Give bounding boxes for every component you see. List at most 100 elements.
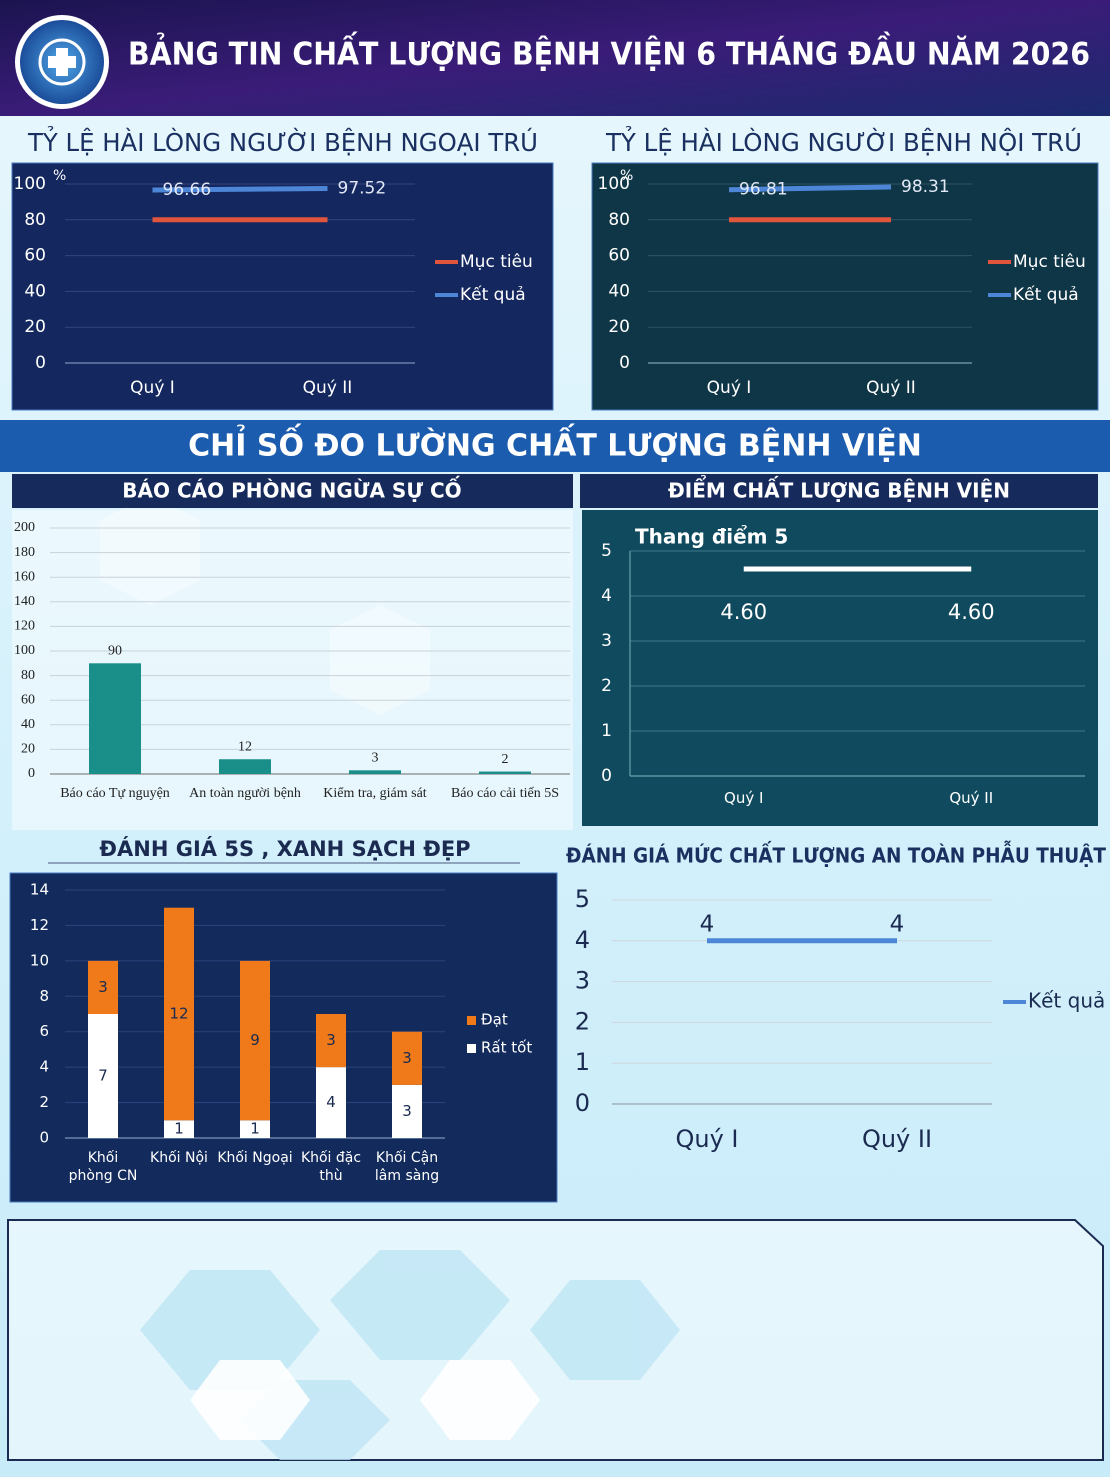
y-tick-label: 3 [575,967,590,995]
y-tick-label: 10 [30,951,49,969]
y-tick-label: 5 [575,885,590,913]
y-tick-label: 1 [575,1048,590,1076]
y-tick-label: 4 [601,586,612,606]
section-bar [0,420,1110,472]
y-unit: % [53,168,66,184]
logo-cross [48,48,76,76]
y-tick-label: 2 [575,1007,590,1035]
x-tick-label: Khối Nội [150,1150,208,1166]
section-title: CHỈ SỐ ĐO LƯỜNG CHẤT LƯỢNG BỆNH VIỆN [188,423,922,464]
data-label: 4.60 [948,600,995,624]
bar [349,770,401,774]
chart-subtitle: Thang điểm 5 [635,525,788,549]
chart-panel [11,162,554,411]
legend-label: Mục tiêu [460,252,533,272]
x-tick-label: Kiểm tra, giám sát [323,786,427,801]
bar-segment [316,1067,346,1138]
data-label: 2 [502,752,509,767]
x-tick-label-box: Khối phòng CN [69,1150,138,1184]
chart-title: ĐÁNH GIÁ MỨC CHẤT LƯỢNG AN TOÀN PHẪU THU… [566,841,1106,868]
y-tick-label: 180 [14,545,35,560]
x-tick-label: Quý I [706,378,752,398]
y-tick-label: 0 [619,353,630,373]
legend-marker [467,1044,476,1053]
data-label: 3 [402,1102,412,1120]
y-tick-label: 4 [575,926,590,954]
chart-title: TỶ LỆ HÀI LÒNG NGƯỜI BỆNH NỘI TRÚ [605,126,1082,157]
bar-segment [164,907,194,1121]
chart-title-bar [580,474,1098,508]
legend-label: Kết quả [1013,284,1079,305]
y-tick-label: 12 [30,916,49,934]
data-label: 4 [890,911,905,937]
x-tick-label-box: Khối Nội [150,1150,208,1166]
bar-segment [88,1014,118,1138]
x-tick-label-box: Khối Cận lâm sàng [374,1150,440,1184]
bar [89,663,141,774]
y-tick-label: 3 [601,631,612,651]
y-tick-label: 60 [24,246,46,266]
y-tick-label: 2 [39,1093,49,1111]
x-tick-label-box: Kiểm tra, giám sát [323,786,427,801]
y-tick-label: 100 [598,174,630,194]
y-tick-label: 0 [35,353,46,373]
y-tick-label: 100 [14,643,35,658]
x-tick-label: Khối Ngoại [217,1150,293,1166]
bar-segment [164,1120,194,1138]
y-tick-label: 5 [601,541,612,561]
data-label: 1 [174,1120,184,1138]
x-tick-label: Quý I [724,789,764,807]
y-tick-label: 80 [21,668,35,683]
legend-label: Mục tiêu [1013,252,1086,272]
data-label: 1 [250,1120,260,1138]
x-tick-label-box: Quý I [724,789,764,807]
header-bg [0,0,1110,116]
bar-segment [316,1014,346,1068]
y-tick-label: 0 [28,766,35,781]
x-tick-label-box: Quý II [302,378,353,398]
data-label: 98.31 [901,177,950,197]
x-tick-label: An toàn người bệnh [189,786,301,801]
x-tick-label: Quý II [302,378,353,398]
line-series [728,184,892,193]
data-label: 96.66 [163,180,212,200]
x-tick-label: Quý I [675,1125,739,1153]
data-label: 3 [98,978,108,996]
y-tick-label: 4 [39,1058,49,1076]
data-label: 4.60 [720,600,767,624]
x-tick-label-box: Quý II [861,1125,933,1153]
x-tick-label: Khối Cận lâm sàng [374,1150,440,1184]
data-label: 3 [402,1049,412,1067]
y-tick-label: 140 [14,594,35,609]
logo-inner [38,38,86,86]
chart-panel [591,162,1099,411]
legend-label: Kết quả [1028,989,1105,1013]
y-tick-label: 1 [601,721,612,741]
legend-label: Kết quả [460,284,526,305]
data-label: 12 [238,739,252,754]
y-tick-label: 60 [21,692,35,707]
data-label: 97.52 [338,178,387,198]
y-tick-label: 40 [608,281,630,301]
y-tick-label: 6 [39,1022,49,1040]
x-tick-label: Báo cáo Tự nguyện [60,786,170,801]
chart-title: ĐIỂM CHẤT LƯỢNG BỆNH VIỆN [668,477,1010,503]
bar [219,759,271,774]
x-tick-label: Quý I [130,378,175,398]
y-tick-label: 8 [39,987,49,1005]
x-tick-label: Quý II [861,1125,933,1153]
x-tick-label-box: Quý I [130,378,175,398]
decor [190,1360,540,1440]
legend-label: Đạt [481,1011,508,1029]
x-tick-label-box: Quý I [675,1125,739,1153]
y-tick-label: 0 [575,1089,590,1117]
bar [479,771,531,774]
y-tick-label: 0 [39,1129,49,1147]
y-tick-label: 20 [608,317,630,337]
data-label: 4 [326,1093,336,1111]
bar-segment [240,960,270,1121]
x-tick-label-box: An toàn người bệnh [189,786,301,801]
data-label: 96.81 [739,180,788,200]
